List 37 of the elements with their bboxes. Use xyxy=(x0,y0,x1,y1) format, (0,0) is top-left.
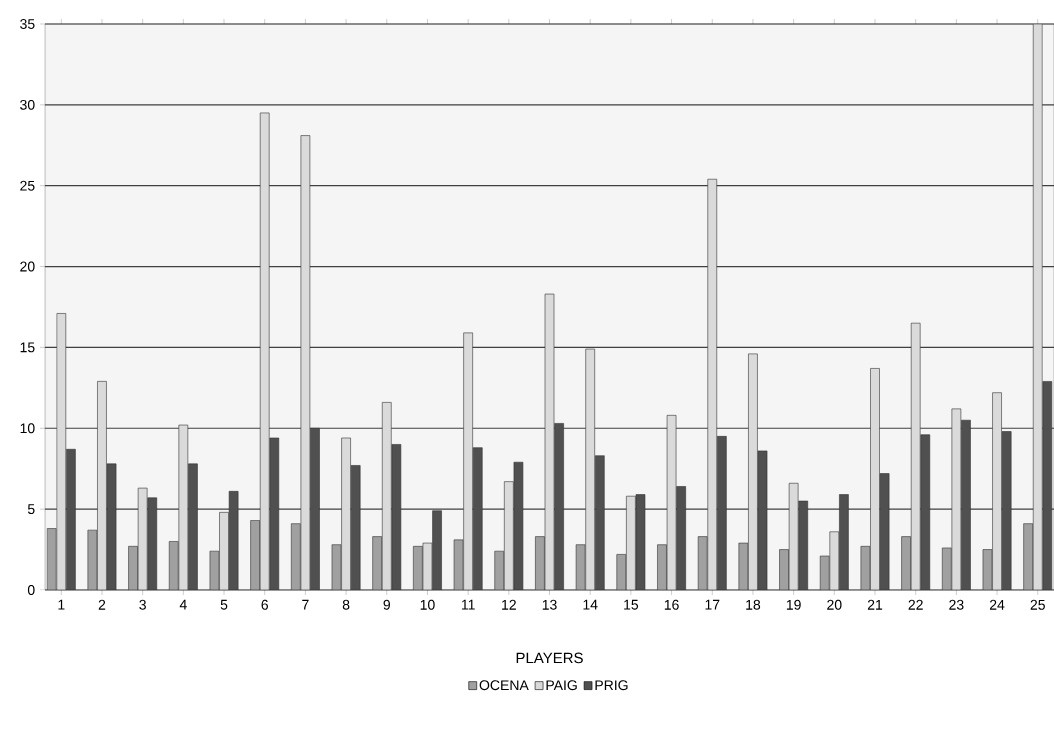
y-tick-label: 10 xyxy=(20,423,35,434)
x-tick-label: 19 xyxy=(786,599,801,610)
x-tick-label: 1 xyxy=(58,599,65,610)
x-tick-label: 25 xyxy=(1030,599,1045,610)
y-tick-label: 0 xyxy=(27,585,35,595)
x-tick-label: 5 xyxy=(220,599,228,610)
x-tick-label: 9 xyxy=(383,599,390,610)
x-tick-label: 22 xyxy=(908,599,923,610)
x-tick-label: 10 xyxy=(420,599,435,610)
x-tick-label: 18 xyxy=(746,599,761,610)
y-tick-label: 35 xyxy=(20,19,35,29)
x-tick-label: 23 xyxy=(949,599,964,610)
x-tick-label: 11 xyxy=(461,599,475,610)
x-axis-title: PLAYERS xyxy=(516,652,583,664)
y-tick-label: 20 xyxy=(20,261,35,272)
x-tick-label: 17 xyxy=(705,599,720,610)
legend-label: PAIG xyxy=(546,680,577,691)
x-tick-label: 7 xyxy=(302,599,309,610)
x-tick-label: 3 xyxy=(139,599,146,610)
y-tick-label: 15 xyxy=(20,342,35,353)
x-tick-label: 12 xyxy=(502,599,516,610)
x-tick-label: 2 xyxy=(98,599,106,610)
x-tick-label: 4 xyxy=(179,599,187,610)
x-tick-label: 6 xyxy=(261,599,268,610)
x-tick-label: 21 xyxy=(867,599,883,610)
x-tick-label: 15 xyxy=(624,599,639,610)
legend-label: OCENA xyxy=(479,680,529,691)
x-tick-label: 8 xyxy=(342,599,350,610)
x-tick-label: 16 xyxy=(664,599,679,610)
y-tick-label: 25 xyxy=(20,180,35,191)
x-tick-label: 14 xyxy=(583,599,598,610)
y-tick-label: 30 xyxy=(20,99,35,110)
x-tick-label: 20 xyxy=(827,599,842,610)
x-tick-label: 13 xyxy=(542,599,557,610)
legend-label: PRIG xyxy=(595,680,628,691)
x-tick-label: 24 xyxy=(989,599,1005,610)
y-tick-label: 5 xyxy=(27,504,35,515)
